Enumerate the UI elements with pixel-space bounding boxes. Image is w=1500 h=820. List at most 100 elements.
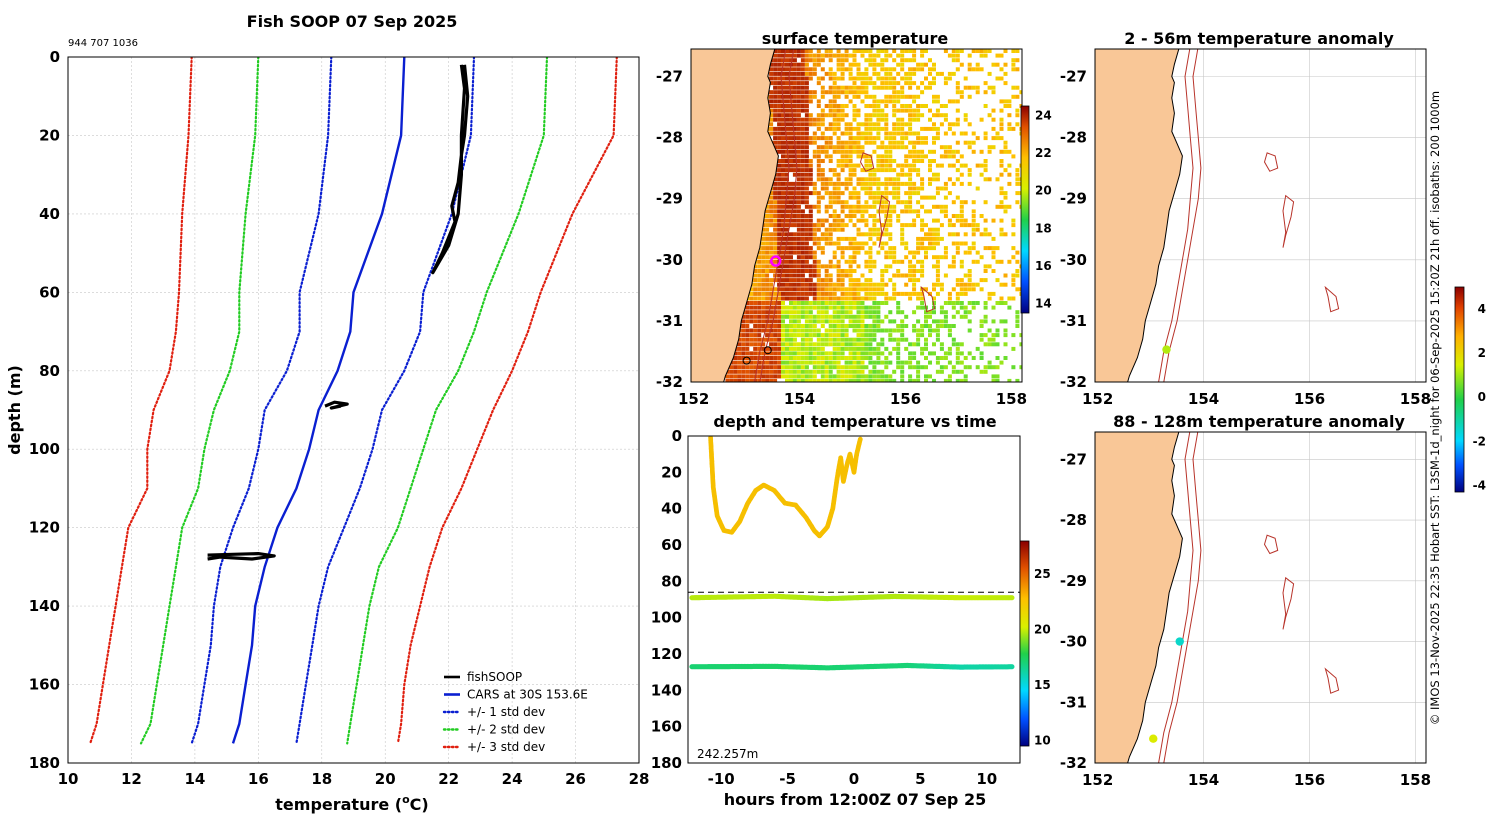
sst-cell bbox=[749, 301, 754, 305]
sst-cell bbox=[844, 94, 849, 99]
sst-cell bbox=[928, 163, 932, 168]
sst-cell bbox=[777, 273, 782, 278]
sst-cell bbox=[789, 356, 793, 360]
sst-cell bbox=[904, 58, 909, 63]
sst-cell bbox=[816, 333, 821, 338]
sst-cell bbox=[872, 314, 877, 319]
sst-cell bbox=[908, 374, 913, 379]
sst-cell bbox=[935, 227, 940, 232]
sst-cell bbox=[796, 232, 801, 237]
sst-cell bbox=[951, 259, 956, 264]
sst-cell bbox=[999, 186, 1004, 191]
sst-cell bbox=[757, 342, 762, 347]
sst-cell bbox=[856, 227, 861, 232]
sst-cell bbox=[880, 374, 885, 379]
sst-cell bbox=[792, 287, 797, 292]
sst-cell bbox=[924, 126, 928, 131]
sst-cell bbox=[1003, 81, 1008, 86]
sst-cell bbox=[912, 117, 917, 122]
sst-cell bbox=[753, 278, 758, 283]
sst-cell bbox=[888, 250, 893, 255]
lat-tick-label: -27 bbox=[656, 67, 683, 85]
sst-cell bbox=[800, 195, 805, 200]
sst-cell bbox=[864, 117, 869, 122]
sst-cell bbox=[753, 310, 758, 315]
sst-cell bbox=[796, 291, 801, 296]
sst-cell bbox=[1007, 172, 1012, 177]
sst-cell bbox=[765, 369, 770, 374]
sst-cell bbox=[880, 337, 885, 342]
sst-cell bbox=[820, 374, 825, 379]
sst-cell bbox=[840, 104, 845, 108]
sst-cell bbox=[864, 168, 869, 173]
sst-cell bbox=[916, 319, 921, 324]
sst-cell bbox=[789, 365, 793, 370]
sst-cell bbox=[836, 369, 841, 374]
sst-cell bbox=[872, 310, 877, 315]
sst-cell bbox=[864, 384, 868, 388]
sst-cell bbox=[796, 136, 801, 141]
sst-cell bbox=[793, 384, 797, 388]
sst-cell bbox=[920, 62, 925, 67]
sst-cell bbox=[916, 214, 921, 218]
sst-cell bbox=[932, 113, 936, 118]
sst-cell bbox=[852, 62, 857, 67]
sst-cell bbox=[967, 94, 972, 99]
sst-cell bbox=[749, 360, 754, 365]
sst-cell bbox=[852, 351, 857, 356]
sst-cell bbox=[884, 58, 889, 63]
sst-cell bbox=[848, 314, 853, 319]
sst-cell bbox=[733, 374, 738, 379]
sst-cell bbox=[824, 282, 829, 287]
sst-cell bbox=[868, 113, 873, 118]
sst-cell bbox=[832, 108, 837, 113]
sst-cell bbox=[804, 145, 809, 150]
sst-cell bbox=[824, 305, 829, 310]
sst-cell bbox=[781, 76, 785, 81]
x-tick-label: 18 bbox=[311, 770, 332, 788]
sst-cell bbox=[777, 131, 782, 136]
sst-cell bbox=[955, 301, 960, 305]
sst-cell bbox=[824, 177, 829, 182]
sst-cell bbox=[840, 378, 845, 382]
sst-cell bbox=[983, 104, 988, 108]
sst-cell bbox=[741, 324, 746, 328]
sst-cell bbox=[785, 49, 789, 53]
sst-cell bbox=[749, 342, 754, 347]
sst-cell bbox=[828, 108, 833, 113]
sst-cell bbox=[935, 191, 940, 196]
sst-cell bbox=[800, 241, 805, 246]
sst-cell bbox=[848, 236, 853, 241]
sst-cell bbox=[804, 168, 809, 173]
lat-tick-label: -29 bbox=[656, 190, 683, 208]
sst-cell bbox=[773, 378, 778, 382]
sst-cell bbox=[991, 269, 996, 273]
x-tick-label: 12 bbox=[121, 770, 142, 788]
sst-cell bbox=[840, 204, 845, 209]
sst-cell bbox=[796, 236, 801, 241]
sst-cell bbox=[860, 333, 865, 338]
sst-cell bbox=[967, 122, 972, 127]
std-dev-line--3 bbox=[89, 57, 193, 745]
sst-cell bbox=[896, 214, 901, 218]
sst-cell bbox=[856, 191, 861, 196]
sst-cell bbox=[820, 324, 825, 328]
sst-cell bbox=[792, 159, 797, 163]
sst-cell bbox=[733, 378, 738, 382]
sst-cell bbox=[860, 149, 865, 154]
sst-cell bbox=[968, 384, 972, 388]
sst-cell bbox=[944, 384, 948, 388]
sst-cell bbox=[900, 53, 905, 58]
sst-cell bbox=[816, 209, 821, 214]
sst-cell bbox=[777, 195, 782, 200]
sst-cell bbox=[924, 287, 928, 292]
sst-cell bbox=[856, 71, 861, 76]
sst-cell bbox=[761, 273, 766, 278]
sst-cell bbox=[932, 140, 936, 145]
sst-cell bbox=[808, 172, 813, 177]
sst-cell bbox=[924, 319, 928, 324]
sst-cell bbox=[983, 168, 988, 173]
lat-tick-label: -28 bbox=[656, 129, 683, 147]
sst-cell bbox=[792, 223, 797, 228]
sst-cell bbox=[928, 384, 932, 388]
